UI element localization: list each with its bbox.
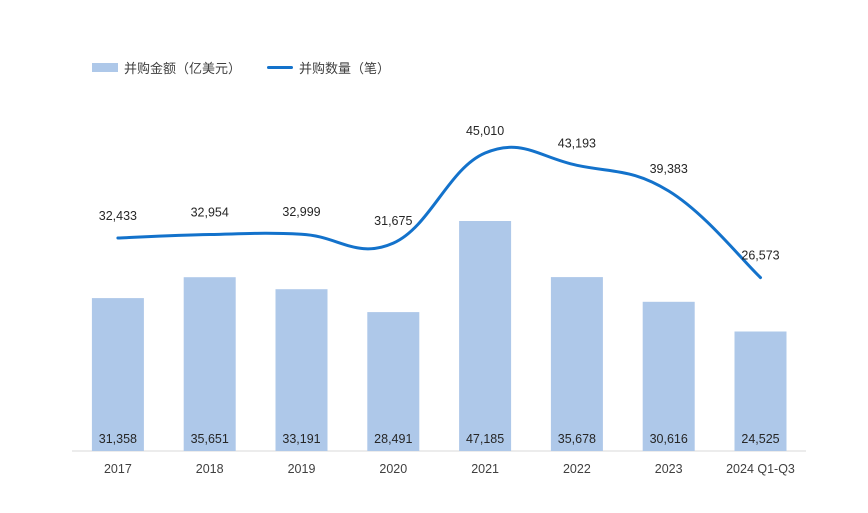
- line-value-label: 45,010: [466, 124, 504, 138]
- line-series-count: [116, 145, 762, 280]
- legend-swatch-bar: [92, 63, 118, 72]
- x-tick-label: 2017: [104, 462, 132, 476]
- bar-value-label: 31,358: [99, 432, 137, 446]
- bar-2020: [367, 312, 420, 451]
- line-value-label: 32,954: [191, 206, 229, 220]
- x-tick-label: 2021: [471, 462, 499, 476]
- bar-2019: [275, 289, 328, 451]
- bar-value-label: 35,651: [191, 432, 229, 446]
- line-value-label: 43,193: [558, 136, 596, 150]
- bar-value-label: 24,525: [741, 432, 779, 446]
- legend: 并购金额（亿美元） 并购数量（笔）: [92, 58, 416, 77]
- legend-swatch-line: [267, 66, 294, 69]
- x-tick-label: 2022: [563, 462, 591, 476]
- x-tick-label: 2019: [288, 462, 316, 476]
- x-tick-label: 2018: [196, 462, 224, 476]
- bar-value-label: 47,185: [466, 432, 504, 446]
- x-tick-label: 2024 Q1-Q3: [726, 462, 795, 476]
- bar-value-label: 33,191: [282, 432, 320, 446]
- line-value-label: 31,675: [374, 214, 412, 228]
- bar-value-label: 30,616: [650, 432, 688, 446]
- legend-item-amount: 并购金额（亿美元）: [92, 58, 241, 77]
- bar-value-label: 35,678: [558, 432, 596, 446]
- bar-2024-q1-q3: [734, 331, 787, 451]
- line-value-label: 26,573: [741, 249, 779, 263]
- line-value-label: 32,999: [282, 205, 320, 219]
- legend-label-amount: 并购金额（亿美元）: [124, 62, 242, 77]
- bar-2018: [183, 277, 236, 451]
- bar-2023: [642, 301, 695, 451]
- line-value-label: 39,383: [650, 162, 688, 176]
- x-tick-label: 2023: [655, 462, 683, 476]
- bar-2017: [91, 298, 144, 451]
- line-value-label: 32,433: [99, 209, 137, 223]
- bar-2022: [550, 277, 603, 451]
- legend-item-count: 并购数量（笔）: [267, 58, 390, 77]
- bar-value-label: 28,491: [374, 432, 412, 446]
- legend-label-count: 并购数量（笔）: [299, 62, 391, 77]
- bar-2021: [459, 221, 512, 451]
- x-tick-label: 2020: [379, 462, 407, 476]
